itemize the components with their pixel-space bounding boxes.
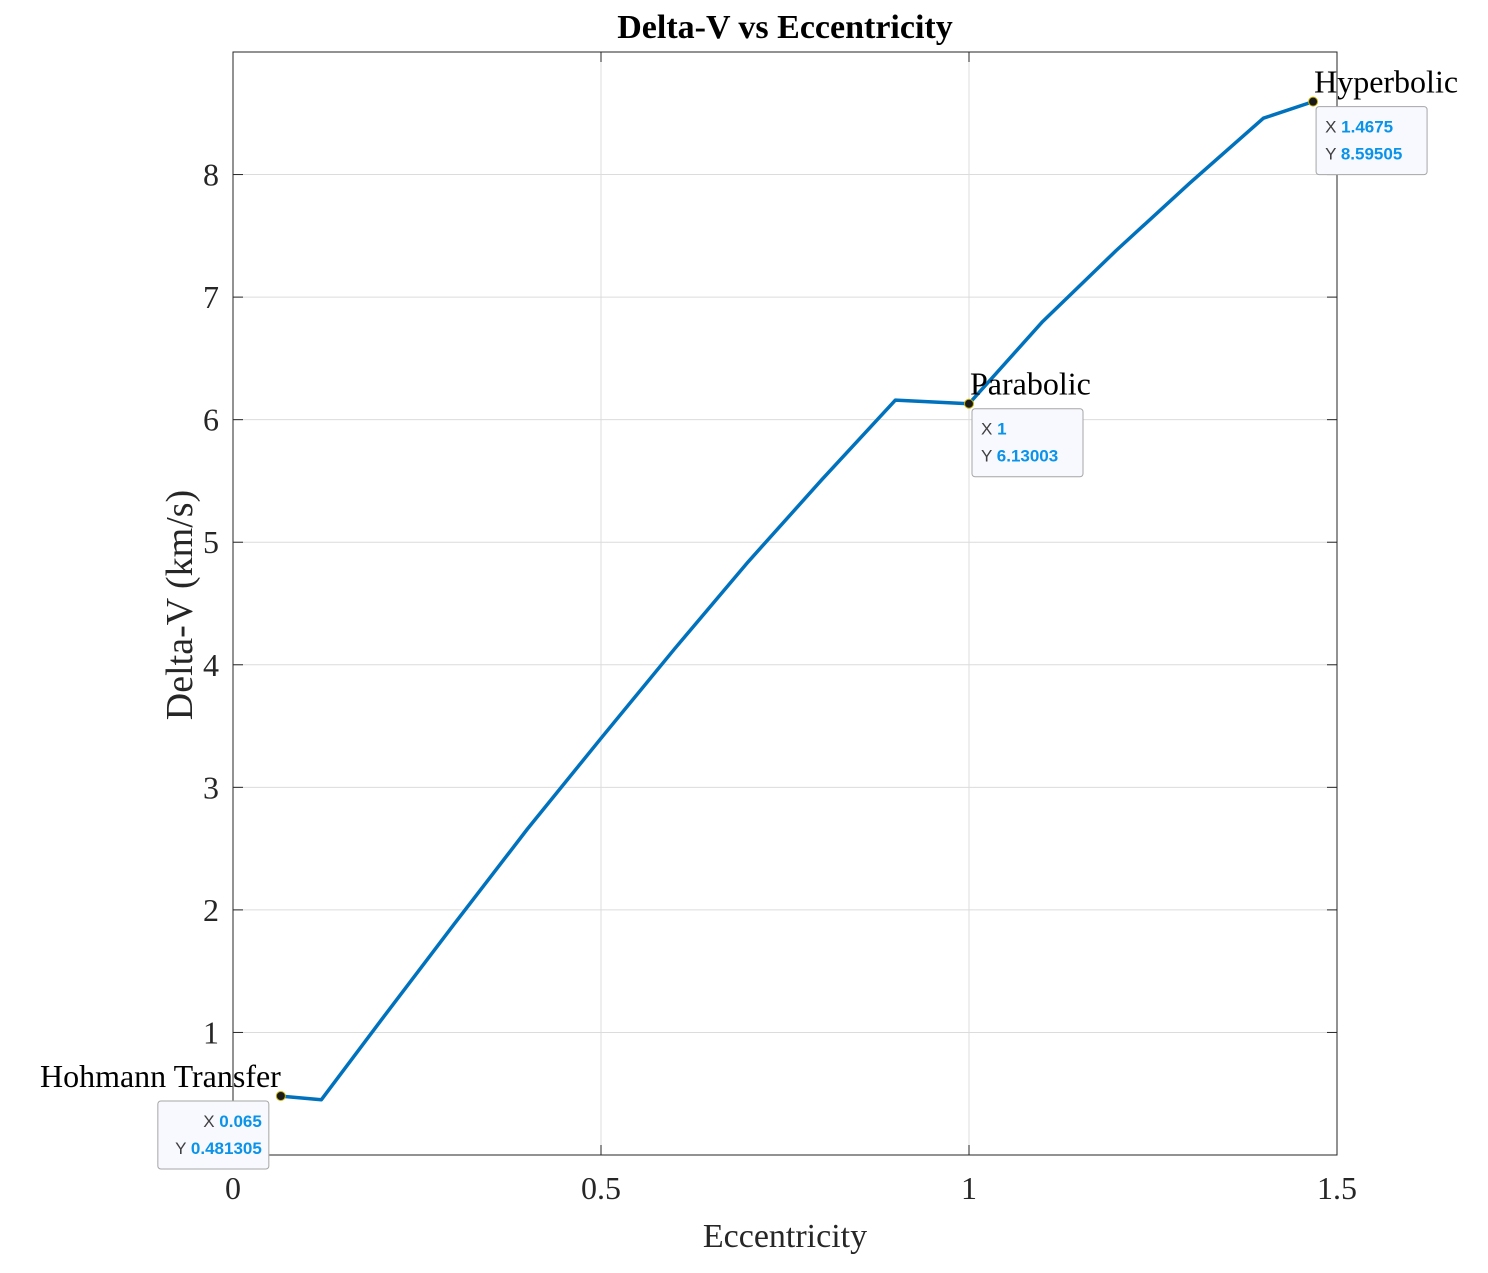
x-tick-labels: 0 0.5 1 1.5 — [225, 1170, 1357, 1206]
y-tick-label: 1 — [203, 1014, 219, 1050]
datatip-box — [971, 408, 1084, 478]
series-line — [280, 99, 1314, 1102]
datatip-x-row: X 1 — [981, 420, 1007, 439]
datatip-label: Hohmann Transfer — [40, 1058, 281, 1094]
x-axis-label: Eccentricity — [703, 1218, 867, 1255]
axis-ticks — [232, 52, 1338, 1155]
y-tick-label: 8 — [203, 157, 219, 193]
datatip[interactable]: X 1 Y 6.13003 Parabolic — [964, 366, 1091, 478]
y-tick-label: 4 — [203, 647, 219, 683]
datatip-x-row: X 0.065 — [203, 1112, 262, 1131]
datatip-box — [1315, 106, 1428, 176]
datatip-y-row: Y 0.481305 — [175, 1139, 262, 1158]
datatip-label: Parabolic — [970, 366, 1091, 402]
y-tick-label: 6 — [203, 402, 219, 438]
plot-area — [232, 51, 1338, 1156]
datatip[interactable]: X 0.065 Y 0.481305 Hohmann Transfer — [40, 1058, 286, 1170]
y-tick-label: 2 — [203, 892, 219, 928]
datatip[interactable]: X 1.4675 Y 8.59505 Hyperbolic — [1308, 64, 1458, 176]
datatip-y-row: Y 8.59505 — [1325, 145, 1402, 164]
chart-title: Delta-V vs Eccentricity — [617, 9, 952, 46]
y-tick-label: 5 — [203, 524, 219, 560]
datatips-group: X 0.065 Y 0.481305 Hohmann Transfer X 1 Y 6.… — [40, 64, 1458, 1170]
datatip-marker[interactable] — [275, 1091, 286, 1102]
y-tick-label: 3 — [203, 769, 219, 805]
x-tick-label: 1.5 — [1317, 1170, 1357, 1206]
x-tick-label: 0 — [225, 1170, 241, 1206]
datatip-marker[interactable] — [1308, 96, 1319, 107]
datatip-marker[interactable] — [964, 398, 974, 409]
y-axis-label: Delta-V (km/s) — [159, 490, 201, 720]
y-tick-label: 7 — [203, 279, 219, 315]
datatip-label: Hyperbolic — [1314, 64, 1458, 100]
grid — [233, 52, 1337, 1155]
x-tick-label: 1 — [961, 1170, 977, 1206]
datatip-box — [157, 1100, 270, 1170]
datatip-x-row: X 1.4675 — [1325, 118, 1393, 137]
datatip-y-row: Y 6.13003 — [981, 447, 1058, 466]
series-group — [280, 99, 1314, 1102]
y-tick-labels: 1 2 3 4 5 6 7 8 — [203, 157, 219, 1051]
x-tick-label: 0.5 — [581, 1170, 621, 1206]
